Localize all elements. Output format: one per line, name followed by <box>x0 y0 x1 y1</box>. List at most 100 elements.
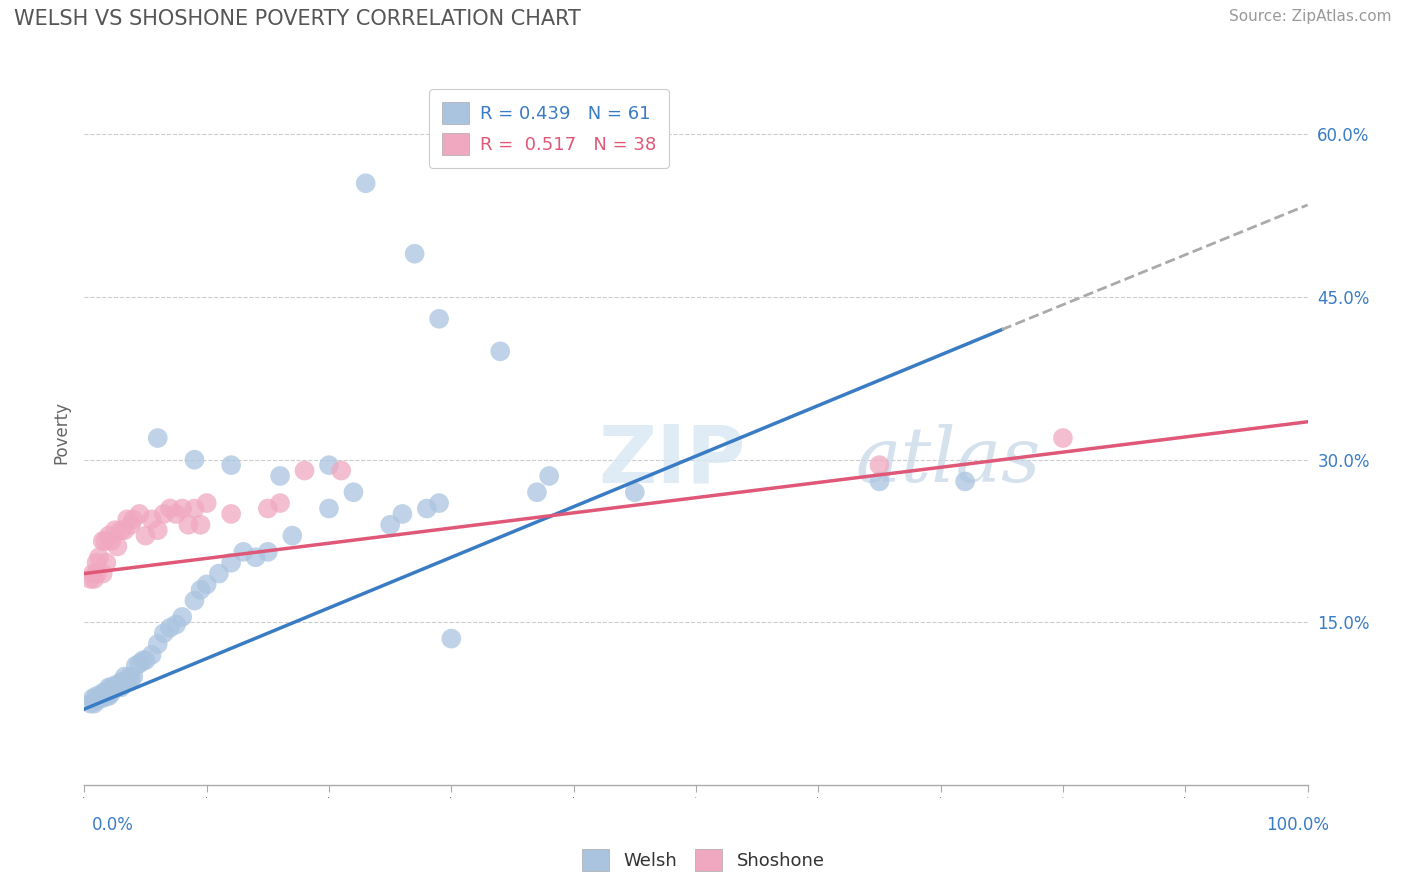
Text: ZIP: ZIP <box>598 422 745 500</box>
Point <box>219 458 242 472</box>
Point <box>281 528 304 542</box>
Point <box>100 534 122 549</box>
Point <box>538 469 561 483</box>
Point <box>86 556 108 570</box>
Point <box>159 621 181 635</box>
Point <box>122 512 145 526</box>
Point <box>104 681 127 695</box>
Point <box>97 681 120 695</box>
Text: 100.0%: 100.0% <box>1265 816 1329 834</box>
Point <box>269 496 291 510</box>
Point <box>101 682 124 697</box>
Text: atlas: atlas <box>855 424 1040 498</box>
Point <box>118 669 141 683</box>
Point <box>104 523 127 537</box>
Point <box>110 523 132 537</box>
Point <box>79 697 101 711</box>
Point <box>110 675 132 690</box>
Y-axis label: Poverty: Poverty <box>52 401 70 464</box>
Point <box>183 452 205 467</box>
Point <box>257 501 280 516</box>
Point <box>86 566 108 581</box>
Point <box>183 593 205 607</box>
Point <box>953 475 976 489</box>
Point <box>97 689 120 703</box>
Point <box>107 678 129 692</box>
Point <box>146 637 169 651</box>
Legend: Welsh, Shoshone: Welsh, Shoshone <box>574 842 832 879</box>
Point <box>82 691 104 706</box>
Point <box>190 582 212 597</box>
Text: 0.0%: 0.0% <box>91 816 134 834</box>
Point <box>125 658 148 673</box>
Point <box>82 566 104 581</box>
Point <box>172 501 194 516</box>
Point <box>489 344 512 359</box>
Point <box>105 681 128 695</box>
Point <box>869 458 891 472</box>
Point <box>146 523 169 537</box>
Point <box>100 686 122 700</box>
Point <box>1052 431 1074 445</box>
Point <box>100 681 122 695</box>
Point <box>269 469 291 483</box>
Point <box>97 686 120 700</box>
Point <box>91 566 114 581</box>
Point <box>153 626 176 640</box>
Point <box>318 458 340 472</box>
Point <box>526 485 548 500</box>
Point <box>195 496 218 510</box>
Point <box>112 675 135 690</box>
Point <box>115 675 138 690</box>
Point <box>91 686 114 700</box>
Point <box>427 311 450 326</box>
Point <box>172 610 194 624</box>
Point <box>96 689 118 703</box>
Point <box>86 693 108 707</box>
Text: WELSH VS SHOSHONE POVERTY CORRELATION CHART: WELSH VS SHOSHONE POVERTY CORRELATION CH… <box>14 9 581 29</box>
Legend: R = 0.439   N = 61, R =  0.517   N = 38: R = 0.439 N = 61, R = 0.517 N = 38 <box>429 89 669 168</box>
Point <box>190 517 212 532</box>
Point <box>440 632 463 646</box>
Point <box>354 176 377 190</box>
Point <box>87 550 110 565</box>
Point <box>97 528 120 542</box>
Point <box>427 496 450 510</box>
Point <box>115 512 138 526</box>
Point <box>141 512 163 526</box>
Point <box>183 501 205 516</box>
Point <box>330 464 353 478</box>
Point <box>380 517 402 532</box>
Point <box>94 686 117 700</box>
Point <box>105 540 128 554</box>
Point <box>89 689 111 703</box>
Point <box>122 669 145 683</box>
Point <box>94 534 117 549</box>
Text: Source: ZipAtlas.com: Source: ZipAtlas.com <box>1229 9 1392 24</box>
Point <box>93 689 115 703</box>
Point <box>391 507 413 521</box>
Point <box>91 534 114 549</box>
Point <box>219 556 242 570</box>
Point <box>177 517 200 532</box>
Point <box>128 507 150 521</box>
Point <box>91 691 114 706</box>
Point <box>120 517 142 532</box>
Point <box>416 501 439 516</box>
Point <box>87 691 110 706</box>
Point <box>232 545 254 559</box>
Point <box>195 577 218 591</box>
Point <box>86 689 108 703</box>
Point <box>869 475 891 489</box>
Point <box>159 501 181 516</box>
Point <box>120 672 142 686</box>
Point <box>83 697 105 711</box>
Point <box>114 523 136 537</box>
Point <box>165 617 187 632</box>
Point <box>257 545 280 559</box>
Point <box>624 485 647 500</box>
Point <box>132 653 155 667</box>
Point <box>110 681 132 695</box>
Point <box>96 556 118 570</box>
Point <box>404 246 426 260</box>
